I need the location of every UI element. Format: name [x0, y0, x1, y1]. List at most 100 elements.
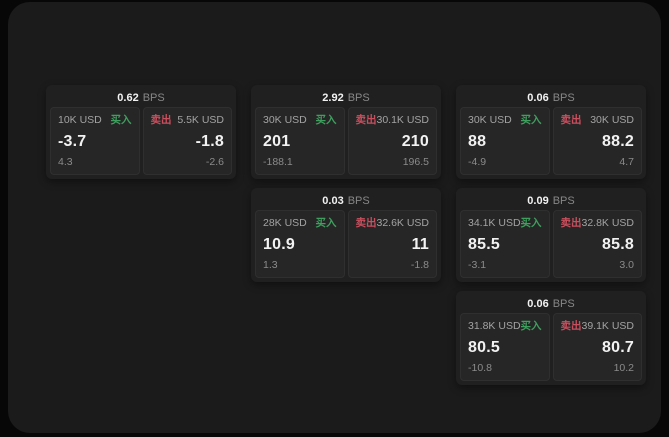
bps-header: 0.09 BPS [460, 192, 642, 210]
bps-unit-label: BPS [552, 195, 575, 207]
quote-card: 0.62 BPS 10K USD 买入 -3.7 4.3 卖出 5.5K USD… [46, 85, 236, 179]
buy-side-badge: 买入 [315, 217, 337, 229]
bps-value: 0.62 [117, 92, 139, 104]
buy-price: 10.9 [263, 235, 295, 253]
buy-side-badge: 买入 [520, 114, 542, 126]
buy-notional: 34.1K USD [468, 217, 521, 229]
bps-unit-label: BPS [552, 298, 575, 310]
quote-tiles: 10K USD 买入 -3.7 4.3 卖出 5.5K USD -1.8 -2.… [50, 107, 232, 175]
buy-quote-tile[interactable]: 30K USD 买入 201 -188.1 [255, 107, 345, 175]
quote-tiles: 30K USD 买入 201 -188.1 卖出 30.1K USD 210 1… [255, 107, 437, 175]
sell-side-badge: 卖出 [560, 114, 582, 126]
bps-unit-label: BPS [552, 92, 575, 104]
buy-skew: -188.1 [263, 156, 293, 168]
bps-value: 2.92 [322, 92, 344, 104]
bps-unit-label: BPS [347, 92, 370, 104]
sell-notional: 32.6K USD [376, 217, 430, 229]
buy-notional: 28K USD [263, 217, 307, 229]
sell-skew: -1.8 [410, 259, 429, 271]
buy-skew: -4.9 [468, 156, 487, 168]
sell-tile-header: 卖出 39.1K USD [561, 320, 635, 333]
buy-price: 80.5 [468, 338, 500, 356]
buy-skew: 4.3 [58, 156, 73, 168]
quote-tiles: 31.8K USD 买入 80.5 -10.8 卖出 39.1K USD 80.… [460, 313, 642, 381]
buy-side-badge: 买入 [520, 320, 542, 332]
bps-header: 2.92 BPS [255, 89, 437, 107]
buy-skew: 1.3 [263, 259, 278, 271]
buy-tile-header: 10K USD 买入 [58, 114, 132, 127]
sell-skew: -2.6 [205, 156, 224, 168]
bps-header: 0.06 BPS [460, 295, 642, 313]
quote-tiles: 28K USD 买入 10.9 1.3 卖出 32.6K USD 11 -1.8 [255, 210, 437, 278]
sell-quote-tile[interactable]: 卖出 5.5K USD -1.8 -2.6 [142, 107, 232, 175]
buy-price: 88 [468, 132, 487, 150]
buy-notional: 31.8K USD [468, 320, 521, 332]
sell-side-badge: 卖出 [150, 114, 172, 126]
sell-quote-tile[interactable]: 卖出 32.8K USD 85.8 3.0 [552, 210, 642, 278]
buy-side-badge: 买入 [520, 217, 542, 229]
buy-notional: 30K USD [263, 114, 307, 126]
sell-quote-tile[interactable]: 卖出 39.1K USD 80.7 10.2 [552, 313, 642, 381]
bps-header: 0.62 BPS [50, 89, 232, 107]
buy-side-badge: 买入 [110, 114, 132, 126]
sell-skew: 196.5 [402, 156, 429, 168]
sell-notional: 30K USD [590, 114, 634, 126]
bps-value: 0.09 [527, 195, 549, 207]
bps-unit-label: BPS [142, 92, 165, 104]
sell-price: 88.2 [602, 132, 634, 150]
quote-card: 0.06 BPS 30K USD 买入 88 -4.9 卖出 30K USD 8… [456, 85, 646, 179]
buy-tile-header: 30K USD 买入 [263, 114, 337, 127]
bps-unit-label: BPS [347, 195, 370, 207]
sell-price: 85.8 [602, 235, 634, 253]
sell-skew: 10.2 [613, 362, 634, 374]
sell-tile-header: 卖出 30.1K USD [356, 114, 430, 127]
buy-quote-tile[interactable]: 34.1K USD 买入 85.5 -3.1 [460, 210, 550, 278]
buy-notional: 30K USD [468, 114, 512, 126]
buy-notional: 10K USD [58, 114, 102, 126]
sell-tile-header: 卖出 32.8K USD [561, 217, 635, 230]
buy-side-badge: 买入 [315, 114, 337, 126]
sell-quote-tile[interactable]: 卖出 30K USD 88.2 4.7 [552, 107, 642, 175]
sell-price: 80.7 [602, 338, 634, 356]
bps-header: 0.06 BPS [460, 89, 642, 107]
sell-side-badge: 卖出 [355, 114, 377, 126]
main-panel: 0.62 BPS 10K USD 买入 -3.7 4.3 卖出 5.5K USD… [8, 2, 661, 433]
sell-side-badge: 卖出 [355, 217, 377, 229]
quote-card: 0.06 BPS 31.8K USD 买入 80.5 -10.8 卖出 39.1… [456, 291, 646, 385]
buy-tile-header: 28K USD 买入 [263, 217, 337, 230]
sell-tile-header: 卖出 5.5K USD [151, 114, 225, 127]
bps-value: 0.06 [527, 298, 549, 310]
bps-value: 0.03 [322, 195, 344, 207]
sell-price: 210 [401, 132, 429, 150]
sell-notional: 30.1K USD [376, 114, 430, 126]
sell-side-badge: 卖出 [560, 217, 582, 229]
quote-tiles: 34.1K USD 买入 85.5 -3.1 卖出 32.8K USD 85.8… [460, 210, 642, 278]
sell-price: -1.8 [195, 132, 224, 150]
buy-price: 85.5 [468, 235, 500, 253]
buy-quote-tile[interactable]: 31.8K USD 买入 80.5 -10.8 [460, 313, 550, 381]
bps-value: 0.06 [527, 92, 549, 104]
sell-notional: 5.5K USD [177, 114, 224, 126]
sell-quote-tile[interactable]: 卖出 32.6K USD 11 -1.8 [347, 210, 437, 278]
buy-quote-tile[interactable]: 28K USD 买入 10.9 1.3 [255, 210, 345, 278]
buy-tile-header: 31.8K USD 买入 [468, 320, 542, 333]
buy-tile-header: 34.1K USD 买入 [468, 217, 542, 230]
sell-tile-header: 卖出 32.6K USD [356, 217, 430, 230]
cards-layer: 0.62 BPS 10K USD 买入 -3.7 4.3 卖出 5.5K USD… [8, 2, 661, 433]
sell-skew: 3.0 [619, 259, 634, 271]
buy-quote-tile[interactable]: 30K USD 买入 88 -4.9 [460, 107, 550, 175]
quote-card: 2.92 BPS 30K USD 买入 201 -188.1 卖出 30.1K … [251, 85, 441, 179]
quote-card: 0.03 BPS 28K USD 买入 10.9 1.3 卖出 32.6K US… [251, 188, 441, 282]
sell-side-badge: 卖出 [560, 320, 582, 332]
buy-skew: -3.1 [468, 259, 487, 271]
quote-tiles: 30K USD 买入 88 -4.9 卖出 30K USD 88.2 4.7 [460, 107, 642, 175]
sell-skew: 4.7 [619, 156, 634, 168]
sell-tile-header: 卖出 30K USD [561, 114, 635, 127]
buy-price: -3.7 [58, 132, 87, 150]
sell-notional: 32.8K USD [581, 217, 635, 229]
sell-quote-tile[interactable]: 卖出 30.1K USD 210 196.5 [347, 107, 437, 175]
buy-quote-tile[interactable]: 10K USD 买入 -3.7 4.3 [50, 107, 140, 175]
bps-header: 0.03 BPS [255, 192, 437, 210]
buy-tile-header: 30K USD 买入 [468, 114, 542, 127]
